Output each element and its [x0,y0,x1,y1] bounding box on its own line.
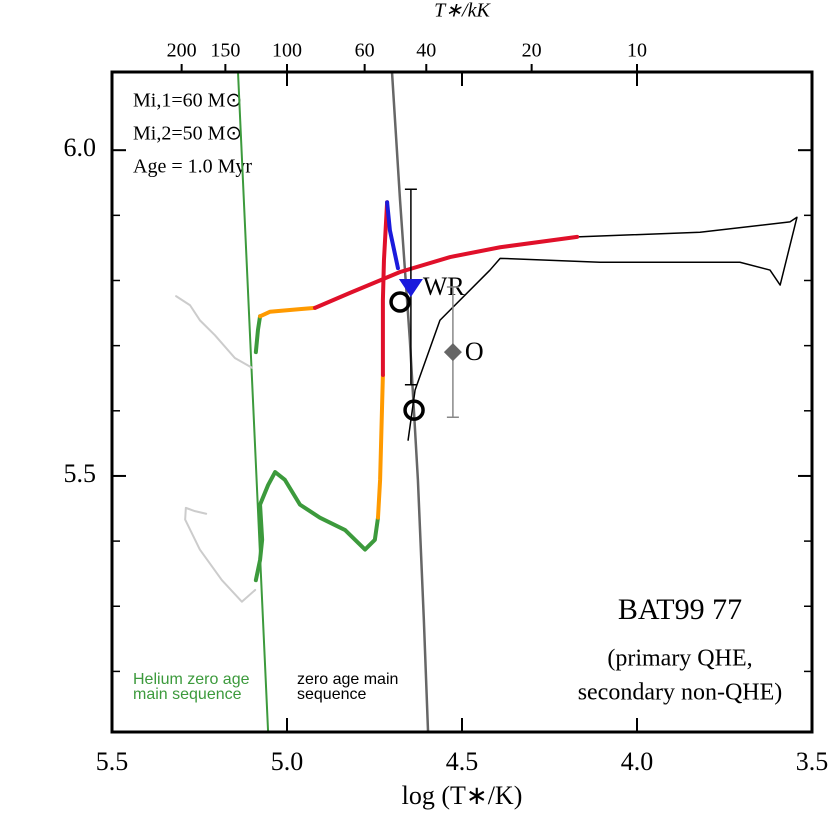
plot-frame [110,70,814,734]
track [253,314,263,355]
track [258,305,317,319]
track [407,216,798,441]
x2-tick-label: 20 [522,40,542,62]
track [376,372,385,520]
star-label: WR [423,272,466,301]
legend-label: zero age main [297,671,398,688]
x-tick-label: 5.0 [271,747,304,776]
star-label: O [465,337,484,366]
x2-tick-label: 200 [167,40,197,62]
track [385,200,400,271]
y-tick-label: 5.5 [64,459,97,488]
x2-tick-label: 60 [355,40,375,62]
x2-axis-label: T∗/kK [434,0,491,22]
chart-title: BAT99 77 [618,593,742,626]
track [237,72,270,732]
track [253,470,380,583]
x2-tick-label: 100 [272,40,302,62]
star-marker [398,279,423,298]
x-tick-label: 5.5 [96,747,129,776]
x2-tick-label: 150 [210,40,240,62]
annotation: Mi,2=50 M⊙ [133,123,242,145]
x-tick-label: 3.5 [796,747,829,776]
x-tick-label: 4.5 [446,747,479,776]
model-position [403,399,425,421]
track [313,234,580,310]
star-marker [443,343,462,362]
x2-tick-label: 40 [416,40,436,62]
legend-label: main sequence [133,686,242,703]
y-tick-label: 6.0 [64,133,97,162]
x-tick-label: 4.0 [621,747,654,776]
track [184,506,257,603]
chart-subtitle: secondary non-QHE) [578,680,783,706]
track [380,200,390,377]
x-axis-label: log (T∗/K) [402,781,523,810]
chart-subtitle: (primary QHE, [607,646,752,672]
track [175,295,253,369]
x2-tick-label: 10 [627,40,647,62]
model-position [389,291,411,313]
annotation: Mi,1=60 M⊙ [133,90,242,112]
legend-label: Helium zero age [133,671,250,688]
annotation: Age = 1.0 Myr [133,156,252,178]
track [390,72,430,732]
legend-label: sequence [297,686,366,703]
